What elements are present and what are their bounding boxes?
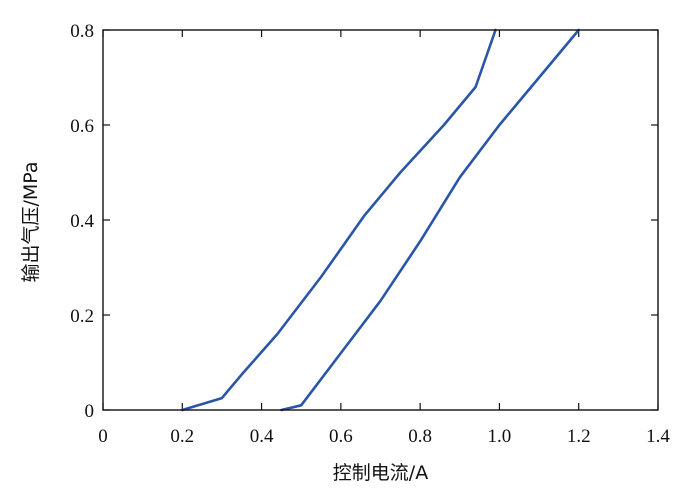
y-tick-label: 0	[85, 401, 95, 422]
x-tick-label: 0.2	[170, 426, 194, 447]
y-tick-label: 0.8	[70, 21, 94, 42]
x-tick-label: 0.6	[329, 426, 353, 447]
x-tick-label: 1.2	[567, 426, 591, 447]
y-tick-label: 0.6	[70, 116, 94, 137]
x-tick-label: 0	[98, 426, 108, 447]
x-axis-title: 控制电流/A	[333, 462, 428, 484]
y-axis-title: 输出气压/MPa	[20, 161, 42, 282]
y-tick-label: 0.2	[70, 306, 94, 327]
series-line-1	[181, 28, 497, 412]
ticks-layer: 0 0.2 0.4 0.6 0.8 1.0 1.2 1.4 0 0.2 0.4 0.6 0.8	[70, 21, 670, 447]
x-tick-label: 0.4	[250, 426, 274, 447]
x-tick-label: 0.8	[408, 426, 432, 447]
x-tick-label: 1.0	[488, 426, 512, 447]
x-tick-label: 1.4	[646, 426, 670, 447]
series-line-2	[280, 28, 581, 412]
y-tick-label: 0.4	[70, 211, 94, 232]
series-layer	[181, 28, 581, 412]
plot-frame	[102, 29, 659, 411]
